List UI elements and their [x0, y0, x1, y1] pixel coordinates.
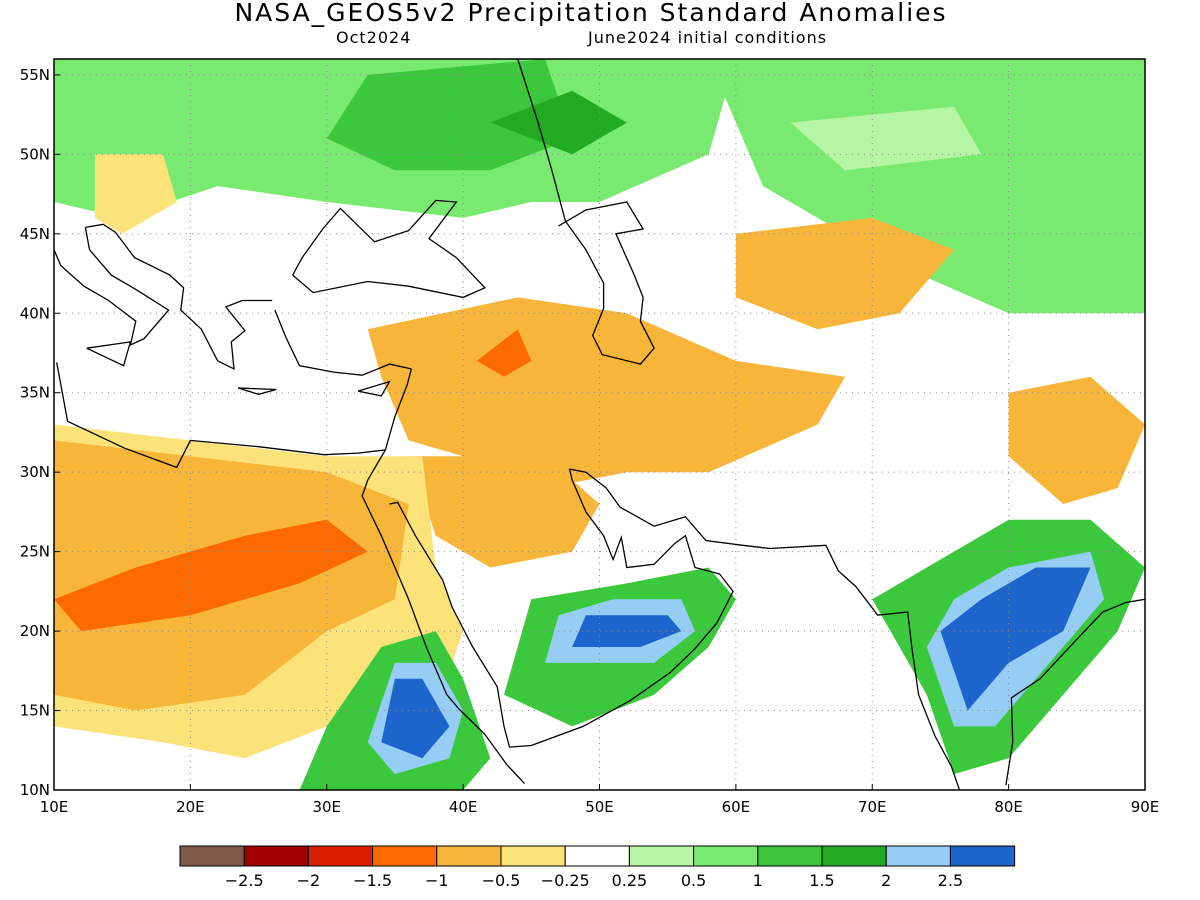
y-tick-label: 25N	[20, 543, 50, 561]
colorbar-swatch	[821, 845, 887, 867]
colorbar-swatch	[693, 845, 759, 867]
colorbar-swatch	[436, 845, 502, 867]
x-tick-label: 80E	[994, 798, 1023, 816]
colorbar-label: 2	[881, 871, 891, 890]
coastline	[357, 380, 391, 397]
coastline	[237, 387, 277, 395]
coastline-outlines	[54, 59, 1145, 790]
x-tick-label: 30E	[312, 798, 341, 816]
x-tick-label: 60E	[722, 798, 751, 816]
x-tick-label: 50E	[585, 798, 614, 816]
region-siberia-light	[790, 106, 982, 171]
y-tick-label: 50N	[20, 145, 50, 163]
colorbar-label: 0.5	[681, 871, 706, 890]
longitude-axis: 10E 20E 30E 40E 50E 60E 70E 80E 90E	[40, 784, 1160, 816]
colorbar-label: 2.5	[938, 871, 963, 890]
y-tick-label: 55N	[20, 66, 50, 84]
colorbar-swatch	[757, 845, 823, 867]
region-arabia-north-dry	[408, 456, 600, 568]
coastline	[361, 449, 525, 785]
colorbar-swatch	[885, 845, 951, 867]
colorbar-label: −2.5	[225, 871, 264, 890]
colorbar-label: 0.25	[612, 871, 648, 890]
colorbar-swatch	[949, 845, 1016, 867]
colorbar-label: 1.5	[809, 871, 834, 890]
colorbar-label: −0.25	[541, 871, 590, 890]
colorbar-swatch	[307, 845, 374, 867]
coastline	[56, 362, 412, 469]
anomaly-shading-layer	[54, 59, 1145, 790]
region-balkan-dry	[94, 154, 177, 234]
coastline	[85, 223, 273, 370]
y-tick-label: 20N	[20, 622, 50, 640]
region-sahara-very-dry	[54, 519, 368, 632]
y-tick-label: 30N	[20, 463, 50, 481]
coastline	[292, 199, 487, 299]
colorbar-label: −0.5	[482, 871, 521, 890]
colorbar-swatch	[500, 845, 566, 867]
colorbar-label: −2	[297, 871, 321, 890]
colorbar-label: −1.5	[353, 871, 392, 890]
colorbar-label: −1	[425, 871, 449, 890]
y-tick-label: 40N	[20, 304, 50, 322]
region-east-turkey-very-dry	[476, 329, 532, 377]
colorbar-swatch	[179, 845, 245, 867]
y-tick-label: 10N	[20, 781, 50, 799]
map-subtitle-date: Oct2024	[336, 28, 412, 47]
y-tick-label: 15N	[20, 702, 50, 720]
colorbar-swatch	[564, 845, 630, 867]
map-subtitle-initial-conditions: June2024 initial conditions	[588, 28, 828, 47]
x-tick-label: 70E	[858, 798, 887, 816]
coastline	[1005, 598, 1145, 786]
region-india-core	[940, 567, 1091, 711]
x-tick-label: 40E	[449, 798, 478, 816]
coastline	[389, 468, 734, 748]
coastline	[86, 341, 132, 367]
y-tick-label: 35N	[20, 384, 50, 402]
x-tick-label: 10E	[40, 798, 69, 816]
map-title: NASA_GEOS5v2 Precipitation Standard Anom…	[234, 0, 948, 27]
coastline	[54, 227, 170, 347]
coastline	[517, 59, 655, 365]
y-tick-label: 45N	[20, 225, 50, 243]
latitude-axis: 55N 50N 45N 40N 35N 30N 25N 20N 15N 10N	[20, 66, 60, 799]
region-ukraine-wet-core	[326, 59, 573, 171]
colorbar-legend: −2.5 −2 −1.5 −1 −0.5 −0.25 0.25 0.5 1 1.5 2 2.5	[179, 845, 1016, 890]
colorbar-swatch	[372, 845, 438, 867]
colorbar-swatch	[243, 845, 309, 867]
region-kazakh-dry	[735, 217, 955, 330]
x-tick-label: 20E	[176, 798, 205, 816]
colorbar-swatch	[628, 845, 695, 867]
x-tick-label: 90E	[1131, 798, 1160, 816]
colorbar-label: 1	[753, 871, 763, 890]
coastline	[274, 309, 412, 376]
coastline	[569, 468, 961, 790]
region-ethiopia-core	[381, 678, 450, 759]
region-caspian-wet-core	[490, 90, 627, 155]
